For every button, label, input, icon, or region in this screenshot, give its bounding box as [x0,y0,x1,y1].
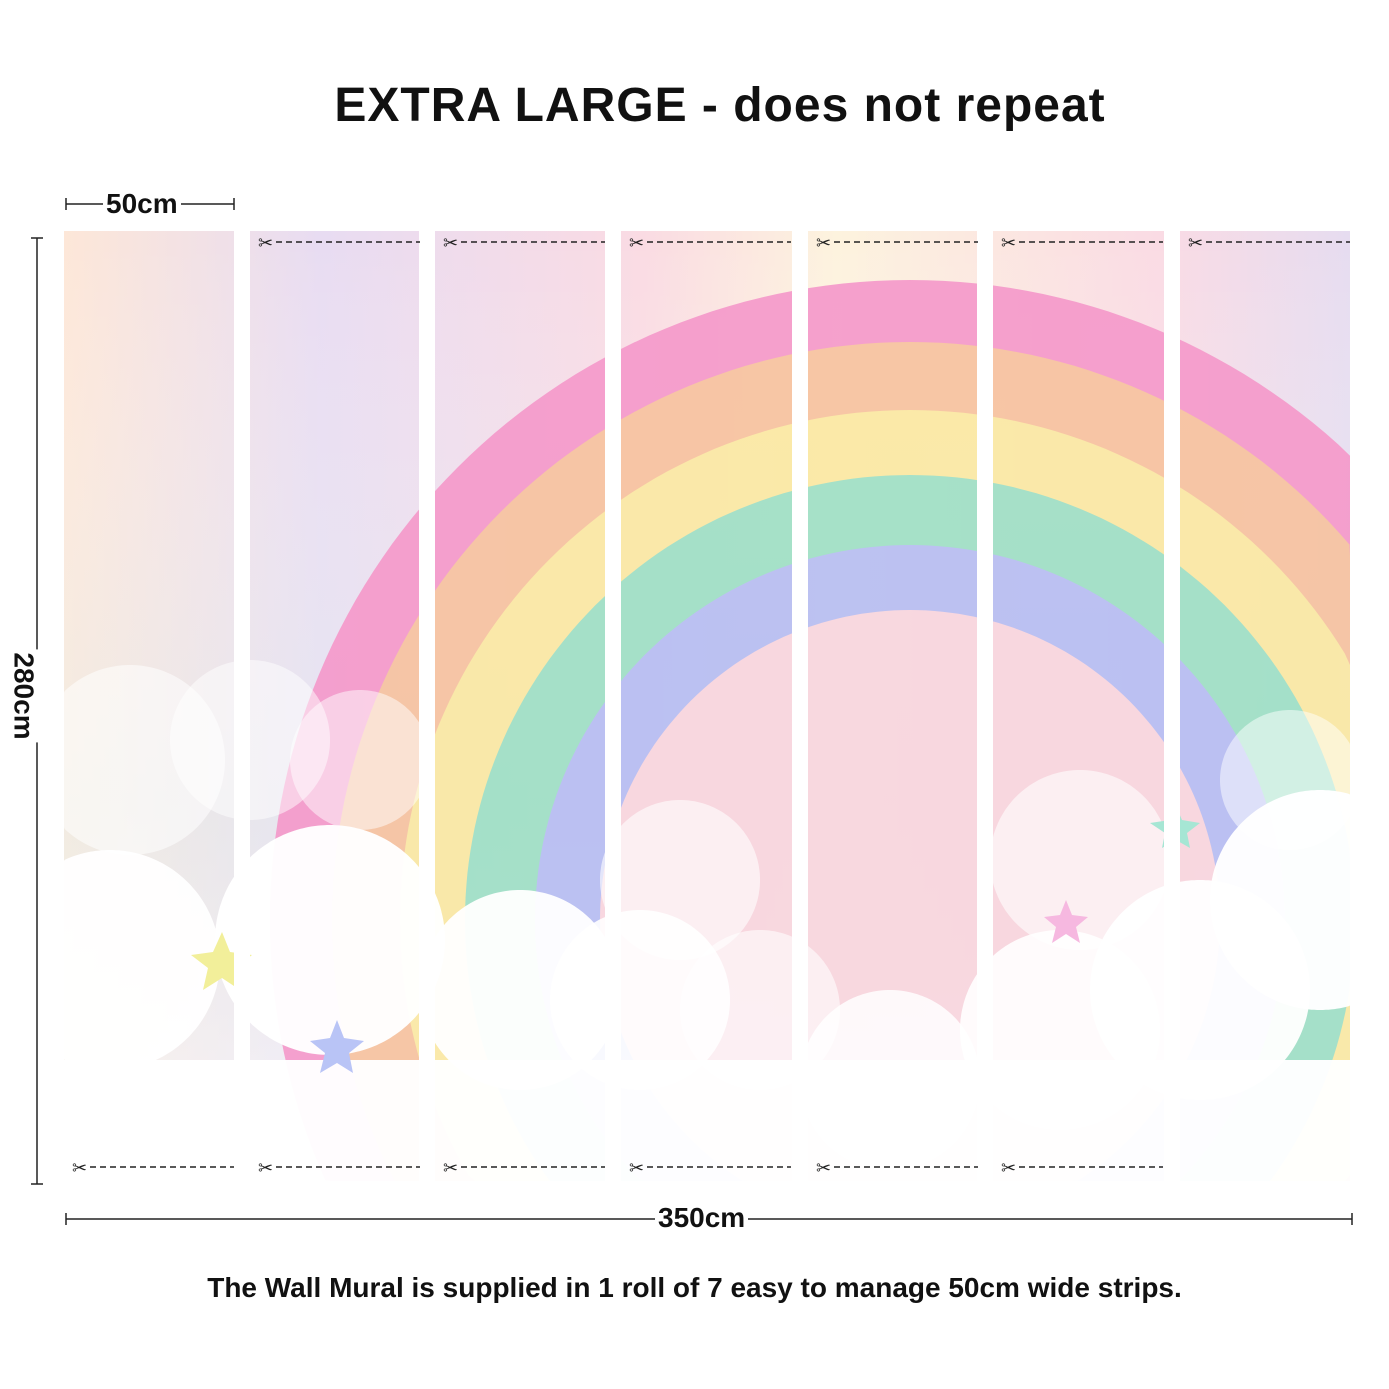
scissors-icon: ✂ [1001,233,1016,253]
strip-gaps [234,225,1180,1190]
scissors-icon: ✂ [1188,233,1203,253]
cloud [290,690,430,830]
scissors-icon: ✂ [816,233,831,253]
cut-marks: ✂ ✂ ✂ ✂ ✂ ✂ ✂ ✂ ✂ ✂ ✂ ✂ [72,233,1350,1178]
scissors-icon: ✂ [258,1158,273,1178]
scissors-icon: ✂ [443,1158,458,1178]
cloud [64,850,220,1070]
page-title: EXTRA LARGE - does not repeat [334,79,1106,132]
total-width-label: 350cm [655,1202,749,1234]
scissors-icon: ✂ [258,233,273,253]
strip-width-label: 50cm [103,188,181,220]
scissors-icon: ✂ [443,233,458,253]
star-yellow [191,932,252,990]
scissors-icon: ✂ [72,1158,87,1178]
scissors-icon: ✂ [816,1158,831,1178]
star-blue [310,1020,364,1073]
cloud [990,770,1170,950]
cloud-base [64,1060,1350,1181]
cloud [1210,790,1350,1010]
scissors-icon: ✂ [629,1158,644,1178]
cloud [215,825,445,1055]
star-pink [1044,900,1088,943]
clouds [64,660,1350,1181]
scissors-icon: ✂ [1001,1158,1016,1178]
caption: The Wall Mural is supplied in 1 roll of … [207,1272,1182,1303]
scissors-icon: ✂ [629,233,644,253]
height-label: 280cm [7,649,40,743]
cloud [550,910,730,1090]
